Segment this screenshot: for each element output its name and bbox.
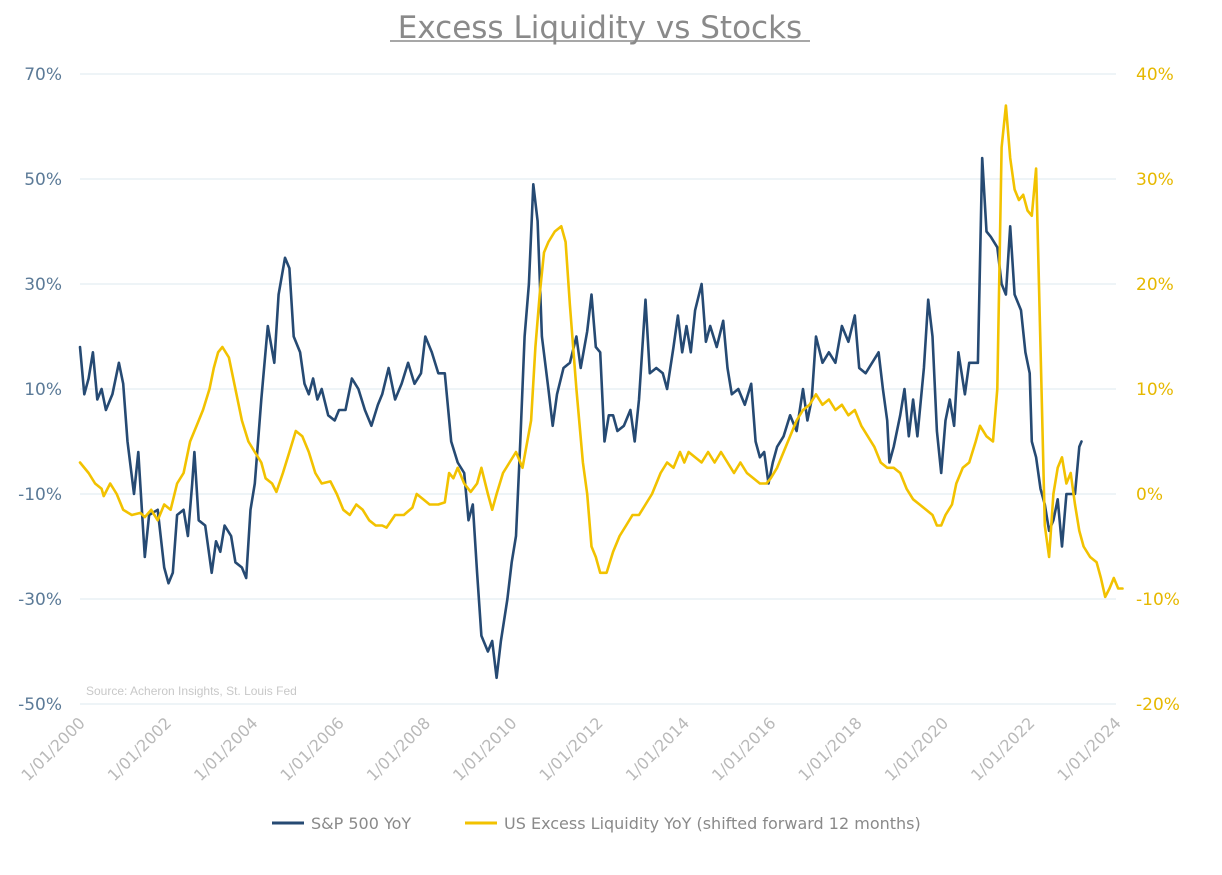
series-line-liquidity: [78, 104, 1124, 599]
y-left-tick-label: 50%: [24, 170, 62, 190]
x-tick-label: 1/01/2018: [794, 713, 865, 784]
legend: S&P 500 YoY US Excess Liquidity YoY (shi…: [272, 814, 921, 833]
y-right-tick-label: 10%: [1136, 380, 1174, 400]
x-tick-label: 1/01/2008: [363, 713, 434, 784]
x-tick-label: 1/01/2012: [535, 713, 606, 784]
y-left-tick-label: 70%: [24, 65, 62, 85]
y-left-tick-label: -50%: [18, 695, 62, 715]
x-tick-label: 1/01/2020: [881, 713, 952, 784]
chart-title: Excess Liquidity vs Stocks: [398, 10, 802, 46]
y-right-tick-label: 20%: [1136, 275, 1174, 295]
y-right-tick-label: -20%: [1136, 695, 1180, 715]
x-tick-label: 1/01/2016: [708, 713, 779, 784]
series-layer: [78, 104, 1124, 680]
x-tick-label: 1/01/2000: [17, 713, 88, 784]
y-right-tick-label: 40%: [1136, 65, 1174, 85]
x-tick-label: 1/01/2014: [622, 713, 693, 784]
x-tick-label: 1/01/2006: [276, 713, 347, 784]
y-right-tick-label: 0%: [1136, 485, 1163, 505]
y-left-tick-label: 10%: [24, 380, 62, 400]
grid-layer: [80, 73, 1116, 705]
y-left-tick-label: -30%: [18, 590, 62, 610]
left-axis: 70% 50% 30% 10% -10% -30% -50%: [18, 65, 62, 715]
x-tick-label: 1/01/2004: [190, 713, 261, 784]
source-note: Source: Acheron Insights, St. Louis Fed: [86, 684, 297, 698]
x-tick-label: 1/01/2022: [967, 713, 1038, 784]
x-tick-label: 1/01/2010: [449, 713, 520, 784]
x-tick-label: 1/01/2002: [104, 713, 175, 784]
legend-label-sp500: S&P 500 YoY: [311, 814, 411, 833]
legend-label-liquidity: US Excess Liquidity YoY (shifted forward…: [504, 814, 921, 833]
series-line-sp500: [78, 156, 1083, 680]
x-tick-label: 1/01/2024: [1053, 713, 1124, 784]
y-right-tick-label: -10%: [1136, 590, 1180, 610]
x-axis: 1/01/2000 1/01/2002 1/01/2004 1/01/2006 1/01…: [17, 713, 1124, 784]
right-axis: 40% 30% 20% 10% 0% -10% -20%: [1136, 65, 1180, 715]
y-left-tick-label: 30%: [24, 275, 62, 295]
y-left-tick-label: -10%: [18, 485, 62, 505]
y-right-tick-label: 30%: [1136, 170, 1174, 190]
